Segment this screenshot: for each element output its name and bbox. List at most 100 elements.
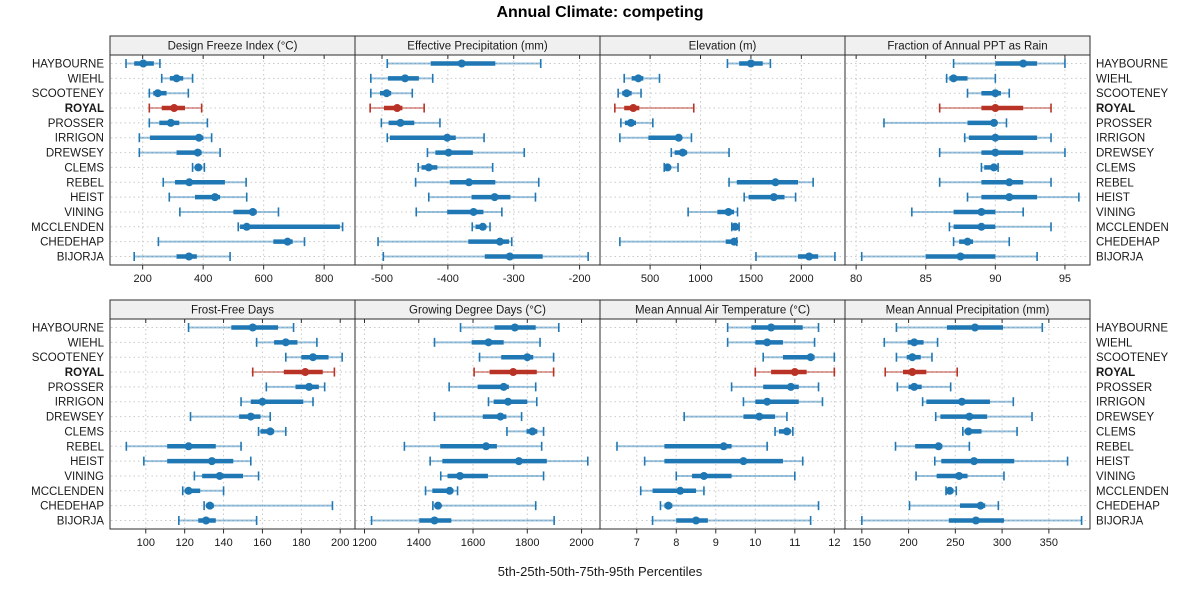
median-dot [805,252,814,261]
station-label-left: REBEL [66,441,104,453]
x-tick-label: 8 [673,537,679,549]
panel-title: Mean Annual Precipitation (mm) [886,305,1050,317]
median-dot [393,104,402,113]
median-dot [1005,193,1014,202]
x-tick-label: 12 [828,537,840,549]
station-label-right: BIJORJA [1096,516,1144,528]
median-dot [664,501,673,510]
median-dot [763,397,772,406]
median-dot [430,516,439,525]
station-label-left: CLEMS [64,426,104,438]
median-dot [731,222,740,231]
x-tick-label: 1000 [688,273,712,285]
x-tick-label: -400 [437,273,459,285]
median-dot [424,163,433,172]
x-tick-label: 1500 [739,273,763,285]
x-tick-label: 800 [315,273,333,285]
median-dot [956,252,965,261]
x-tick-label: -300 [503,273,525,285]
station-label-right: HEIST [1096,192,1130,204]
panel-title: Effective Precipitation (mm) [407,41,548,53]
station-label-left: IRRIGON [55,133,104,145]
median-dot [991,133,1000,142]
station-label-right: IRRIGON [1096,397,1145,409]
median-dot [989,118,998,127]
median-dot [464,178,473,187]
median-dot [283,237,292,246]
median-dot [246,412,255,421]
x-tick-label: 2000 [789,273,813,285]
median-dot [769,193,778,202]
median-dot [523,353,532,362]
median-dot [626,118,635,127]
median-dot [934,442,943,451]
panel-plot-area [599,54,846,266]
median-dot [401,74,410,83]
median-dot [444,148,453,157]
median-dot [301,368,310,377]
median-dot [482,442,491,451]
panel-plot-area [844,318,1091,530]
station-label-right: WIEHL [1096,337,1133,349]
median-dot [478,222,487,231]
median-dot [945,486,954,495]
median-dot [215,471,224,480]
station-label-left: SCOOTENEY [32,88,105,100]
median-dot [957,397,966,406]
station-label-left: REBEL [66,177,104,189]
x-tick-label: 200 [899,537,917,549]
median-dot [771,178,780,187]
panel-title: Elevation (m) [689,41,757,53]
x-tick-label: 90 [989,273,1001,285]
median-dot [309,353,317,362]
station-label-right: CLEMS [1096,162,1136,174]
x-tick-label: 2000 [569,537,593,549]
median-dot [674,133,683,142]
median-dot [202,516,211,525]
median-dot [965,412,974,421]
station-label-right: SCOOTENEY [1096,88,1169,100]
station-label-left: BIJORJA [57,252,105,264]
station-label-right: MCCLENDEN [1096,486,1169,498]
median-dot [184,486,193,495]
station-label-right: HAYBOURNE [1096,59,1168,71]
median-dot [139,59,148,68]
median-dot [908,353,917,362]
median-dot [763,338,772,347]
station-label-right: DREWSEY [1096,148,1154,160]
x-tick-label: 11 [789,537,800,549]
panel-plot-area [354,54,601,266]
median-dot [153,89,162,98]
station-label-left: DREWSEY [46,412,104,424]
station-label-right: WIEHL [1096,73,1133,85]
median-dot [730,237,739,246]
median-dot [207,457,216,466]
median-dot [719,442,728,451]
x-tick-label: 180 [292,537,310,549]
station-label-left: ROYAL [65,103,104,115]
panel-title: Fraction of Annual PPT as Rain [887,41,1047,53]
station-label-right: DREWSEY [1096,412,1154,424]
median-dot [634,74,643,83]
median-dot [499,382,508,391]
x-tick-label: 140 [214,537,232,549]
median-dot [970,457,979,466]
median-dot [908,368,917,377]
x-tick-label: 500 [641,273,659,285]
panel-plot-area [844,54,1091,266]
station-label-right: MCCLENDEN [1096,222,1169,234]
median-dot [955,471,964,480]
median-dot [724,207,733,216]
median-dot [469,207,478,216]
median-dot [692,516,701,525]
median-dot [184,252,193,261]
median-dot [382,89,391,98]
station-label-right: ROYAL [1096,103,1135,115]
x-tick-label: -200 [569,273,591,285]
median-dot [172,74,181,83]
x-tick-label: 600 [254,273,272,285]
median-dot [166,118,175,127]
station-label-left: DREWSEY [46,148,104,160]
median-dot [910,382,919,391]
